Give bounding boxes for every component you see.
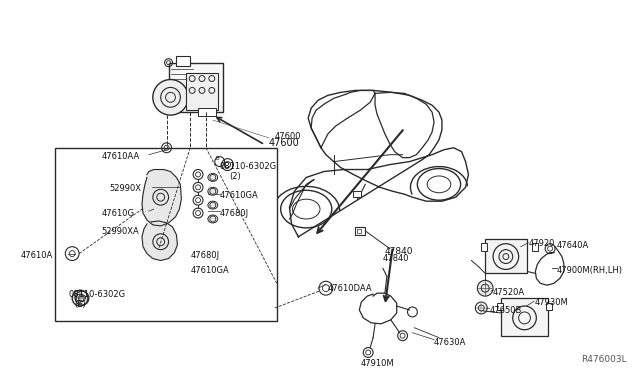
Text: 52990X: 52990X	[109, 185, 141, 193]
Bar	[56, 148, 276, 321]
Text: 47920: 47920	[529, 239, 555, 248]
Text: 08110-6302G: 08110-6302G	[68, 290, 125, 299]
Text: 47840: 47840	[383, 254, 410, 263]
Text: 47900M(RH,LH): 47900M(RH,LH)	[557, 266, 623, 275]
Bar	[168, 63, 223, 112]
Text: 47680J: 47680J	[220, 209, 249, 218]
Text: 47600: 47600	[269, 138, 300, 148]
Polygon shape	[142, 221, 177, 260]
Text: 47630A: 47630A	[434, 338, 467, 347]
Bar	[357, 229, 362, 233]
Ellipse shape	[208, 201, 218, 209]
Text: 47650B: 47650B	[489, 306, 522, 315]
Circle shape	[477, 280, 493, 296]
Circle shape	[153, 80, 188, 115]
Bar	[497, 303, 503, 310]
Text: 47610GA: 47610GA	[190, 266, 229, 275]
Text: 52990XA: 52990XA	[102, 227, 140, 236]
Polygon shape	[142, 170, 181, 226]
Text: 47910M: 47910M	[360, 359, 394, 368]
Text: 47840: 47840	[385, 247, 413, 256]
Ellipse shape	[208, 173, 218, 182]
Text: 47600: 47600	[275, 132, 301, 141]
Text: 47520A: 47520A	[493, 288, 525, 297]
Text: (2): (2)	[230, 171, 241, 180]
Text: 47930M: 47930M	[534, 298, 568, 307]
Bar	[177, 56, 190, 66]
Ellipse shape	[208, 215, 218, 223]
Bar	[355, 227, 365, 235]
Text: (E): (E)	[74, 300, 86, 309]
Text: 47610A: 47610A	[21, 251, 53, 260]
Bar	[481, 243, 487, 251]
Text: 47610DAA: 47610DAA	[328, 284, 372, 293]
Bar	[186, 73, 218, 110]
Text: 47680J: 47680J	[190, 251, 220, 260]
Text: 47640A: 47640A	[557, 241, 589, 250]
Text: 08110-6302G: 08110-6302G	[220, 161, 277, 171]
Bar	[353, 191, 362, 197]
Bar	[532, 243, 538, 251]
Bar	[485, 239, 527, 273]
Text: R476003L: R476003L	[582, 356, 627, 365]
Text: B: B	[216, 156, 220, 161]
Bar	[198, 108, 216, 116]
Text: 47610GA: 47610GA	[220, 191, 259, 200]
Bar	[501, 298, 548, 336]
Text: 47610G: 47610G	[102, 209, 134, 218]
Bar	[546, 303, 552, 310]
Ellipse shape	[208, 187, 218, 195]
Text: 47610AA: 47610AA	[102, 152, 140, 161]
